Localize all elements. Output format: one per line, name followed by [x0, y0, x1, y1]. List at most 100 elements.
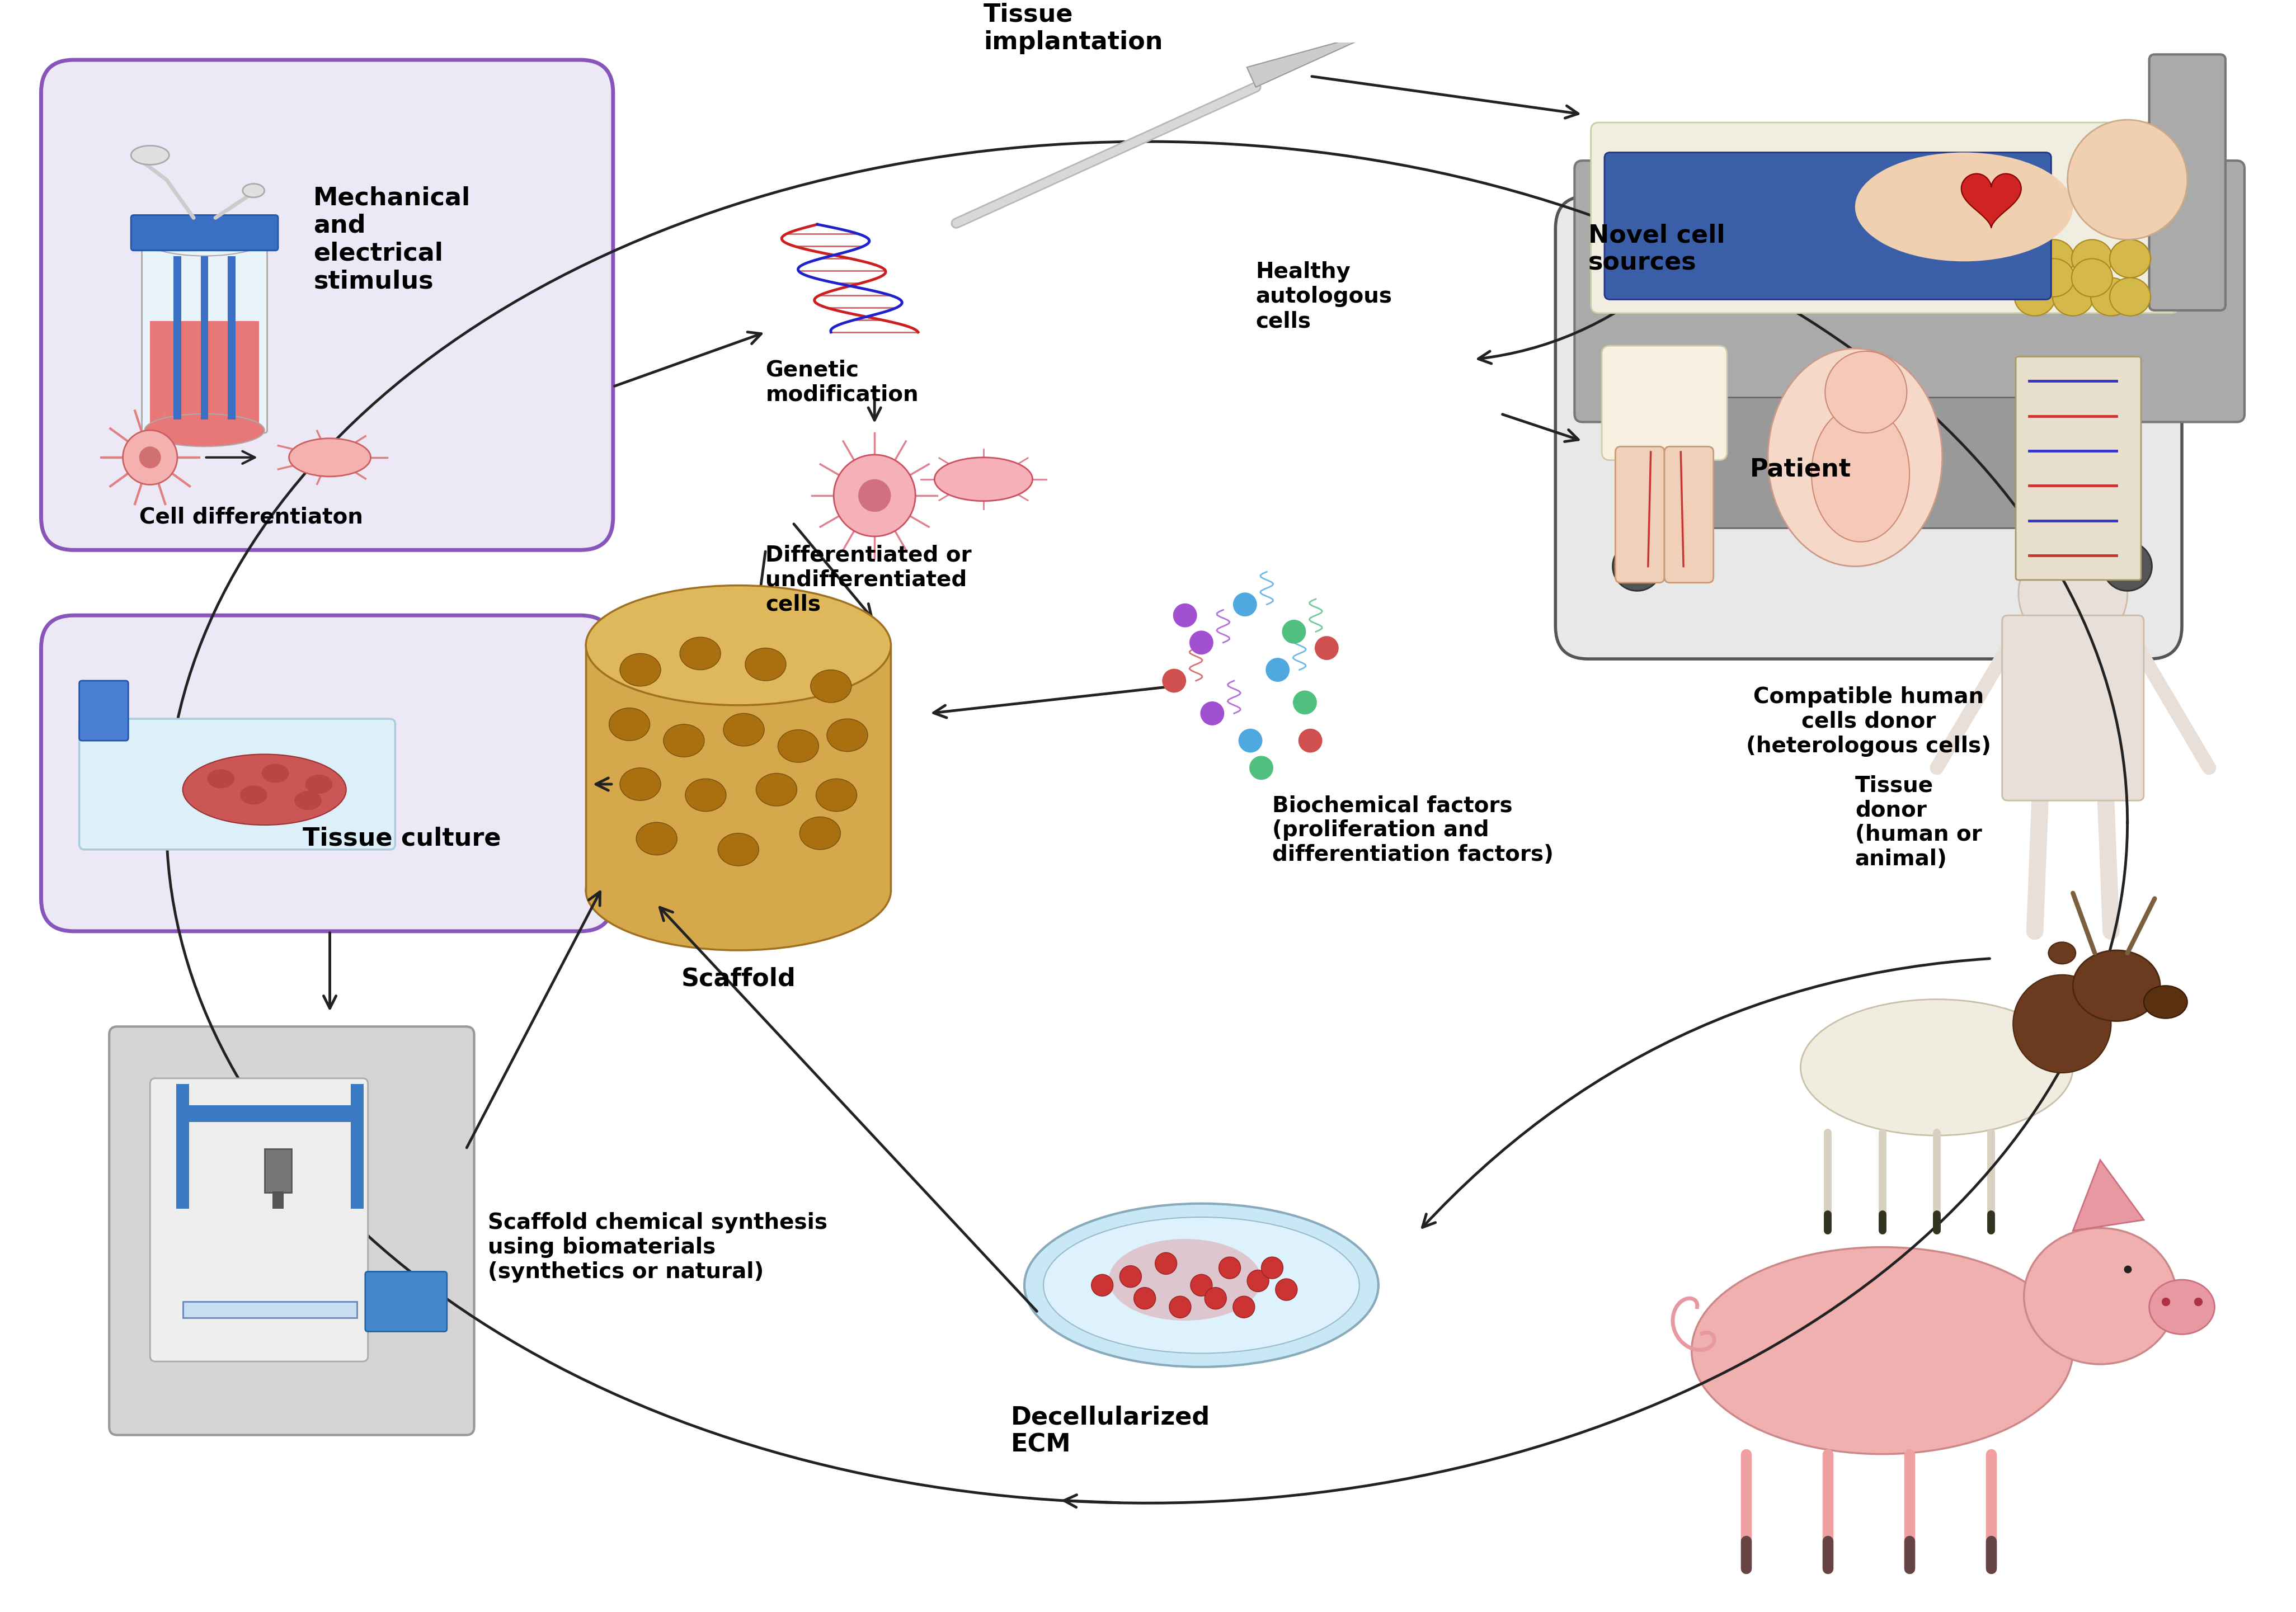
Text: Cell differentiaton: Cell differentiaton [140, 506, 363, 529]
FancyBboxPatch shape [1591, 123, 2179, 313]
Circle shape [1825, 351, 1906, 434]
Ellipse shape [620, 767, 661, 801]
Circle shape [1169, 1296, 1192, 1319]
Ellipse shape [1855, 153, 2073, 261]
FancyBboxPatch shape [2149, 55, 2225, 311]
Ellipse shape [2110, 240, 2151, 277]
Ellipse shape [810, 671, 852, 703]
FancyBboxPatch shape [1603, 347, 1727, 459]
Circle shape [1189, 630, 1212, 654]
Ellipse shape [684, 779, 726, 811]
Ellipse shape [145, 222, 264, 256]
FancyBboxPatch shape [2002, 616, 2144, 801]
Text: Tissue
donor
(human or
animal): Tissue donor (human or animal) [1855, 775, 1981, 870]
Circle shape [1247, 1270, 1270, 1291]
Circle shape [1281, 619, 1306, 643]
Ellipse shape [2144, 985, 2188, 1019]
Ellipse shape [2034, 258, 2073, 297]
FancyBboxPatch shape [1616, 447, 1665, 582]
Text: Novel cell
sources: Novel cell sources [1589, 222, 1724, 276]
Ellipse shape [294, 791, 321, 811]
Ellipse shape [585, 585, 891, 704]
Circle shape [1233, 593, 1256, 616]
Circle shape [1265, 658, 1290, 682]
Polygon shape [1247, 31, 1380, 87]
Text: Mechanical
and
electrical
stimulus: Mechanical and electrical stimulus [315, 185, 471, 293]
Ellipse shape [2014, 975, 2110, 1074]
Bar [351, 1083, 363, 1209]
Ellipse shape [2034, 240, 2073, 277]
FancyBboxPatch shape [142, 237, 266, 434]
Ellipse shape [184, 754, 347, 825]
Text: Scaffold chemical synthesis
using biomaterials
(synthetics or natural): Scaffold chemical synthesis using biomat… [487, 1212, 827, 1283]
Ellipse shape [243, 184, 264, 197]
Ellipse shape [833, 455, 916, 537]
Ellipse shape [620, 653, 661, 687]
Ellipse shape [2053, 277, 2094, 316]
Circle shape [1316, 637, 1339, 659]
Ellipse shape [122, 430, 177, 485]
Bar [200, 256, 209, 419]
Text: Genetic
modification: Genetic modification [765, 359, 918, 405]
Circle shape [1238, 729, 1263, 753]
FancyBboxPatch shape [1605, 153, 2050, 300]
Bar [585, 645, 891, 890]
FancyBboxPatch shape [1665, 447, 1713, 582]
Ellipse shape [2071, 240, 2112, 277]
Circle shape [1134, 1288, 1155, 1309]
Ellipse shape [859, 479, 891, 513]
Text: Healthy
autologous
cells: Healthy autologous cells [1256, 261, 1391, 332]
FancyBboxPatch shape [1685, 398, 2078, 529]
Ellipse shape [241, 785, 266, 804]
Ellipse shape [1024, 1204, 1378, 1367]
Circle shape [1219, 1257, 1240, 1278]
Circle shape [1091, 1275, 1114, 1296]
Circle shape [1233, 1296, 1256, 1319]
Text: Biochemical factors
(proliferation and
differentiation factors): Biochemical factors (proliferation and d… [1272, 795, 1554, 866]
Ellipse shape [815, 779, 856, 811]
Ellipse shape [1812, 406, 1910, 542]
Ellipse shape [719, 833, 758, 866]
FancyBboxPatch shape [80, 719, 395, 850]
Ellipse shape [636, 822, 677, 854]
FancyBboxPatch shape [110, 1027, 475, 1435]
Circle shape [1155, 1253, 1178, 1275]
Ellipse shape [2092, 277, 2131, 316]
Text: Patient: Patient [1750, 458, 1851, 482]
Circle shape [1201, 701, 1224, 725]
Text: Compatible human
cells donor
(heterologous cells): Compatible human cells donor (heterologo… [1747, 687, 1991, 756]
Ellipse shape [305, 775, 333, 793]
FancyBboxPatch shape [149, 1078, 367, 1362]
Circle shape [1173, 603, 1196, 627]
Circle shape [1277, 1278, 1297, 1301]
Ellipse shape [827, 719, 868, 751]
Ellipse shape [1692, 1248, 2073, 1454]
Ellipse shape [289, 438, 370, 477]
Bar [149, 321, 259, 430]
Polygon shape [2073, 1161, 2144, 1232]
Circle shape [1162, 669, 1187, 693]
Ellipse shape [145, 414, 264, 447]
Circle shape [1612, 542, 1662, 592]
Circle shape [1293, 690, 1318, 714]
Ellipse shape [608, 708, 650, 740]
Circle shape [1192, 1275, 1212, 1296]
Ellipse shape [2110, 277, 2151, 316]
Ellipse shape [140, 447, 161, 469]
Text: Differentiated or
undifferentiated
cells: Differentiated or undifferentiated cells [765, 545, 971, 616]
FancyBboxPatch shape [41, 616, 613, 932]
Circle shape [1261, 1257, 1283, 1278]
Ellipse shape [1109, 1240, 1261, 1320]
Ellipse shape [723, 714, 765, 746]
Ellipse shape [664, 724, 705, 758]
Ellipse shape [934, 458, 1033, 501]
Ellipse shape [2014, 277, 2055, 316]
Ellipse shape [799, 817, 840, 850]
FancyBboxPatch shape [1575, 161, 2245, 422]
FancyBboxPatch shape [2016, 356, 2142, 580]
Bar [177, 1083, 188, 1209]
Bar [273, 1191, 282, 1209]
FancyBboxPatch shape [41, 60, 613, 550]
Ellipse shape [1042, 1217, 1359, 1354]
Bar [227, 256, 236, 419]
